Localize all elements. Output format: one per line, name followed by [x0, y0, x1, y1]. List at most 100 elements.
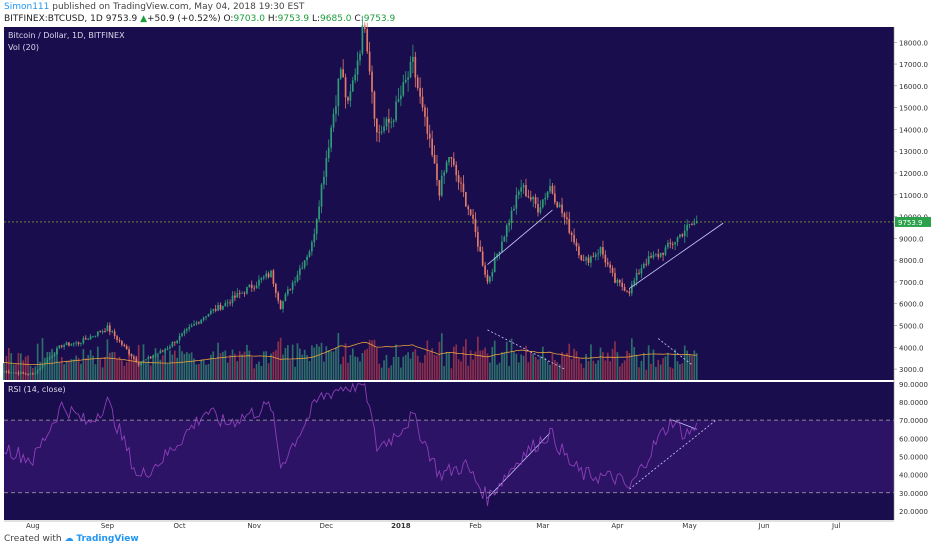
volume-bar	[99, 359, 102, 380]
volume-bar	[561, 352, 563, 380]
volume-bar	[48, 351, 51, 380]
volume-bar	[217, 342, 219, 380]
candle-body	[455, 164, 458, 176]
price-tick-label: 9000.0	[899, 235, 924, 243]
volume-bar	[599, 347, 602, 380]
volume-bar	[260, 365, 263, 380]
candle-body	[296, 274, 299, 282]
candle-body	[22, 372, 25, 374]
candle-body	[347, 97, 349, 101]
candle-body	[645, 263, 648, 265]
volume-bar	[121, 359, 123, 380]
volume-bar	[335, 347, 337, 380]
candle-body	[161, 350, 164, 352]
candle-body	[116, 336, 118, 341]
volume-bar	[642, 352, 645, 380]
volume-bar	[395, 344, 397, 380]
price-tick-label: 4000.0	[899, 344, 924, 352]
volume-bar	[590, 344, 592, 380]
volume-bar	[193, 358, 195, 380]
volume-bar	[154, 348, 157, 380]
candle-body	[217, 304, 219, 311]
volume-bar	[17, 352, 20, 380]
candle-body	[594, 254, 597, 257]
volume-bar	[171, 354, 174, 380]
tradingview-brand[interactable]: TradingView	[76, 534, 139, 544]
volume-bar	[222, 351, 224, 380]
candle-body	[650, 256, 652, 258]
volume-bar	[674, 349, 676, 380]
volume-bar	[628, 353, 631, 380]
candle-body	[125, 345, 128, 350]
candle-body	[12, 372, 15, 374]
candle-body	[82, 338, 85, 344]
volume-bar	[388, 367, 390, 380]
date-tick-label: Dec	[320, 522, 334, 530]
volume-bar	[537, 359, 539, 380]
volume-bar	[234, 353, 236, 380]
last-price-tag	[895, 216, 931, 227]
trend-line	[629, 419, 717, 490]
volume-bar	[585, 354, 587, 380]
high-key: H:	[267, 14, 278, 24]
volume-bar	[676, 361, 679, 380]
volume-bar	[621, 363, 624, 380]
candle-body	[75, 342, 78, 344]
volume-bar	[496, 364, 498, 380]
volume-bar	[669, 367, 672, 380]
volume-bar	[294, 366, 296, 380]
candle-body	[361, 25, 364, 54]
candle-body	[354, 74, 357, 81]
candle-body	[200, 319, 203, 324]
volume-bar	[19, 353, 22, 380]
volume-bar	[299, 348, 301, 380]
candle-body	[226, 302, 229, 304]
volume-bar	[289, 360, 292, 380]
volume-bar	[378, 363, 381, 380]
symbol-label: BITFINEX:BTCUSD, 1D	[4, 14, 103, 24]
volume-bar	[493, 340, 496, 380]
volume-bar	[573, 348, 575, 380]
candle-body	[96, 331, 99, 336]
volume-bar	[68, 360, 70, 380]
candle-body	[111, 331, 114, 333]
candle-body	[99, 331, 102, 333]
date-tick-label: Feb	[469, 522, 482, 530]
candle-body	[549, 185, 551, 192]
volume-bar	[578, 358, 580, 380]
candle-body	[404, 79, 407, 83]
candle-body	[92, 336, 94, 337]
last-price-tag-label: 9753.9	[898, 219, 923, 227]
candle-body	[383, 126, 385, 132]
volume-bar	[671, 368, 674, 380]
candle-body	[339, 69, 342, 79]
candle-body	[424, 107, 426, 117]
candle-body	[70, 344, 73, 346]
published-text: published on TradingView.com, May 04, 20…	[52, 2, 305, 12]
candle-body	[108, 325, 111, 332]
candle-body	[342, 69, 345, 78]
volume-bar	[409, 358, 412, 380]
candle-body	[359, 53, 361, 61]
volume-bar	[383, 360, 385, 380]
price-tick-label: 15000.0	[899, 105, 928, 113]
candle-body	[669, 242, 672, 244]
candle-body	[147, 356, 150, 360]
candle-body	[388, 118, 390, 123]
candle-body	[104, 331, 106, 332]
volume-bar	[371, 340, 373, 380]
volume-bar	[609, 361, 612, 380]
volume-bar	[421, 362, 424, 380]
volume-bar	[104, 356, 106, 380]
candle-body	[356, 60, 359, 75]
candle-body	[337, 78, 340, 107]
author-link[interactable]: Simon111	[4, 2, 50, 12]
candle-body	[212, 309, 215, 311]
candle-body	[652, 254, 655, 258]
candle-body	[618, 280, 621, 283]
candle-body	[614, 272, 616, 283]
tradingview-logo-icon: ☁	[64, 534, 74, 544]
candle-body	[414, 56, 417, 78]
volume-bar	[279, 337, 282, 380]
